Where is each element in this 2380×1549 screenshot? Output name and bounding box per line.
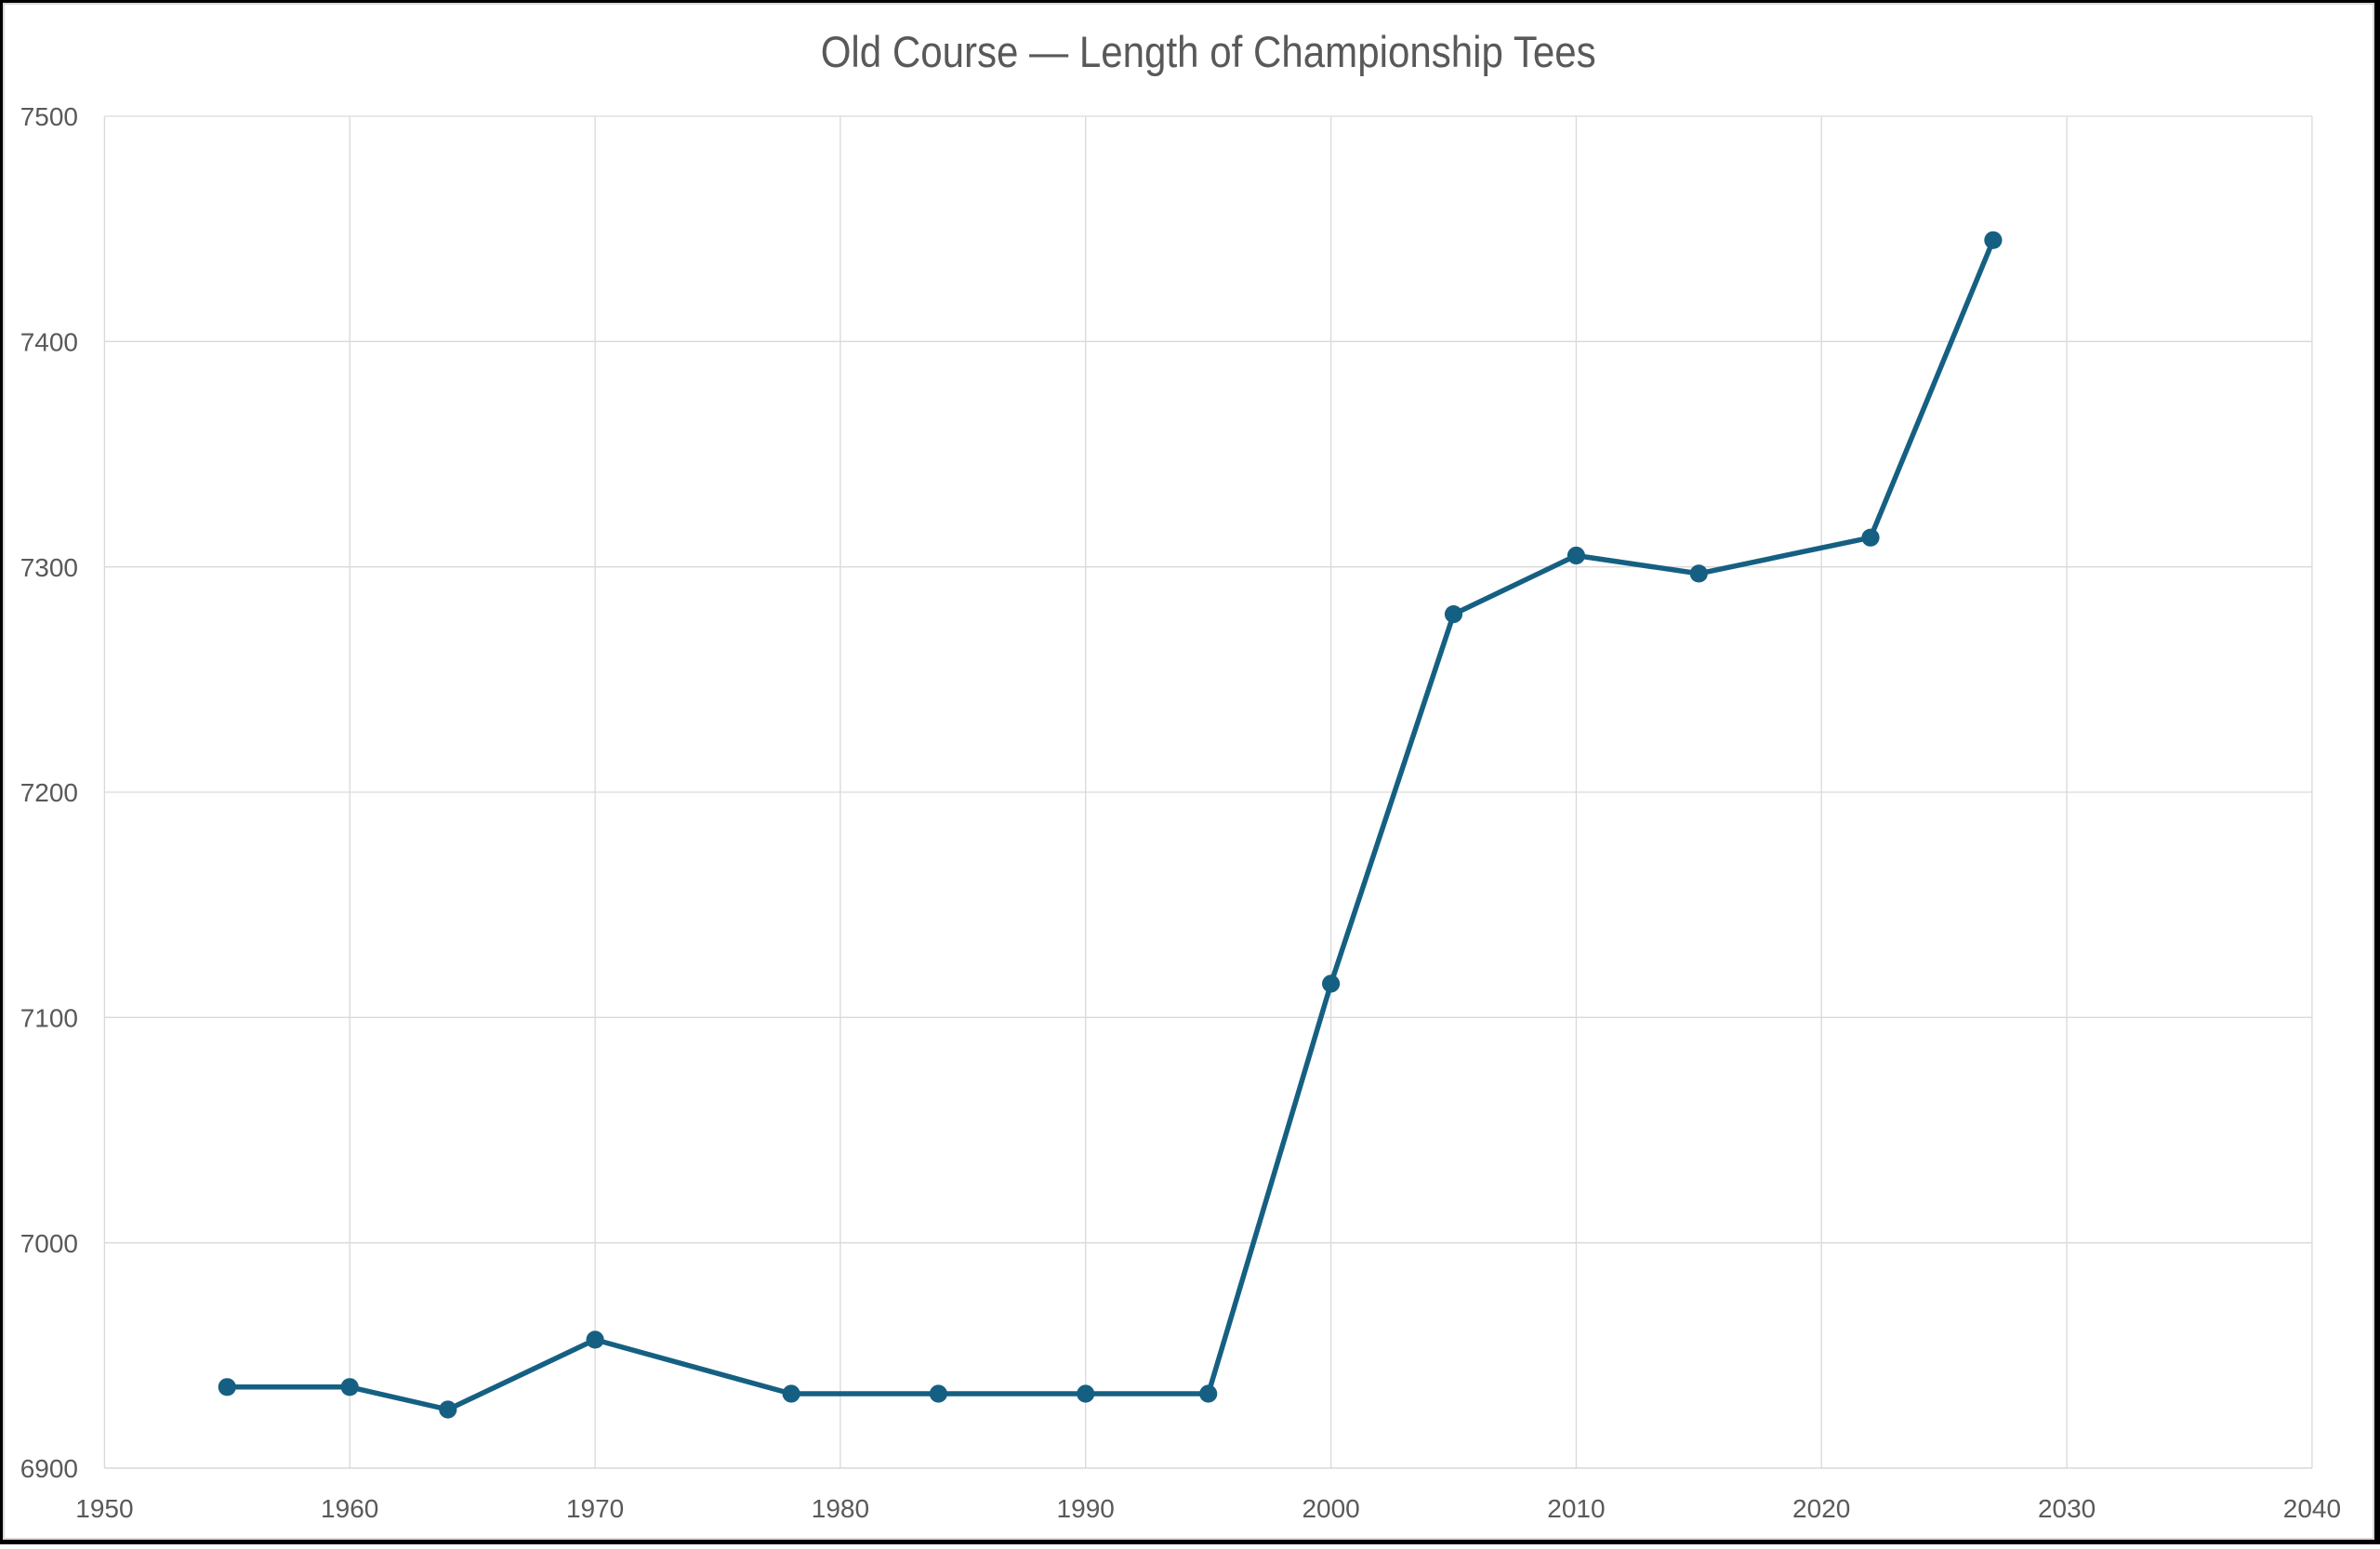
svg-text:7500: 7500 [20, 102, 78, 131]
svg-text:7100: 7100 [20, 1004, 78, 1033]
svg-text:2030: 2030 [2038, 1494, 2096, 1523]
svg-text:1960: 1960 [321, 1494, 378, 1523]
svg-text:2000: 2000 [1302, 1494, 1359, 1523]
svg-text:7300: 7300 [20, 553, 78, 582]
svg-text:6900: 6900 [20, 1454, 78, 1483]
svg-text:7000: 7000 [20, 1229, 78, 1258]
svg-text:1970: 1970 [566, 1494, 624, 1523]
svg-text:2010: 2010 [1547, 1494, 1605, 1523]
svg-text:Old Course — Length of Champio: Old Course — Length of Championship Tees [821, 27, 1596, 76]
svg-text:1950: 1950 [75, 1494, 133, 1523]
svg-text:1980: 1980 [812, 1494, 869, 1523]
svg-text:2020: 2020 [1792, 1494, 1850, 1523]
svg-text:7400: 7400 [20, 328, 78, 357]
svg-text:1990: 1990 [1057, 1494, 1115, 1523]
svg-text:2040: 2040 [2283, 1494, 2341, 1523]
svg-text:7200: 7200 [20, 778, 78, 807]
